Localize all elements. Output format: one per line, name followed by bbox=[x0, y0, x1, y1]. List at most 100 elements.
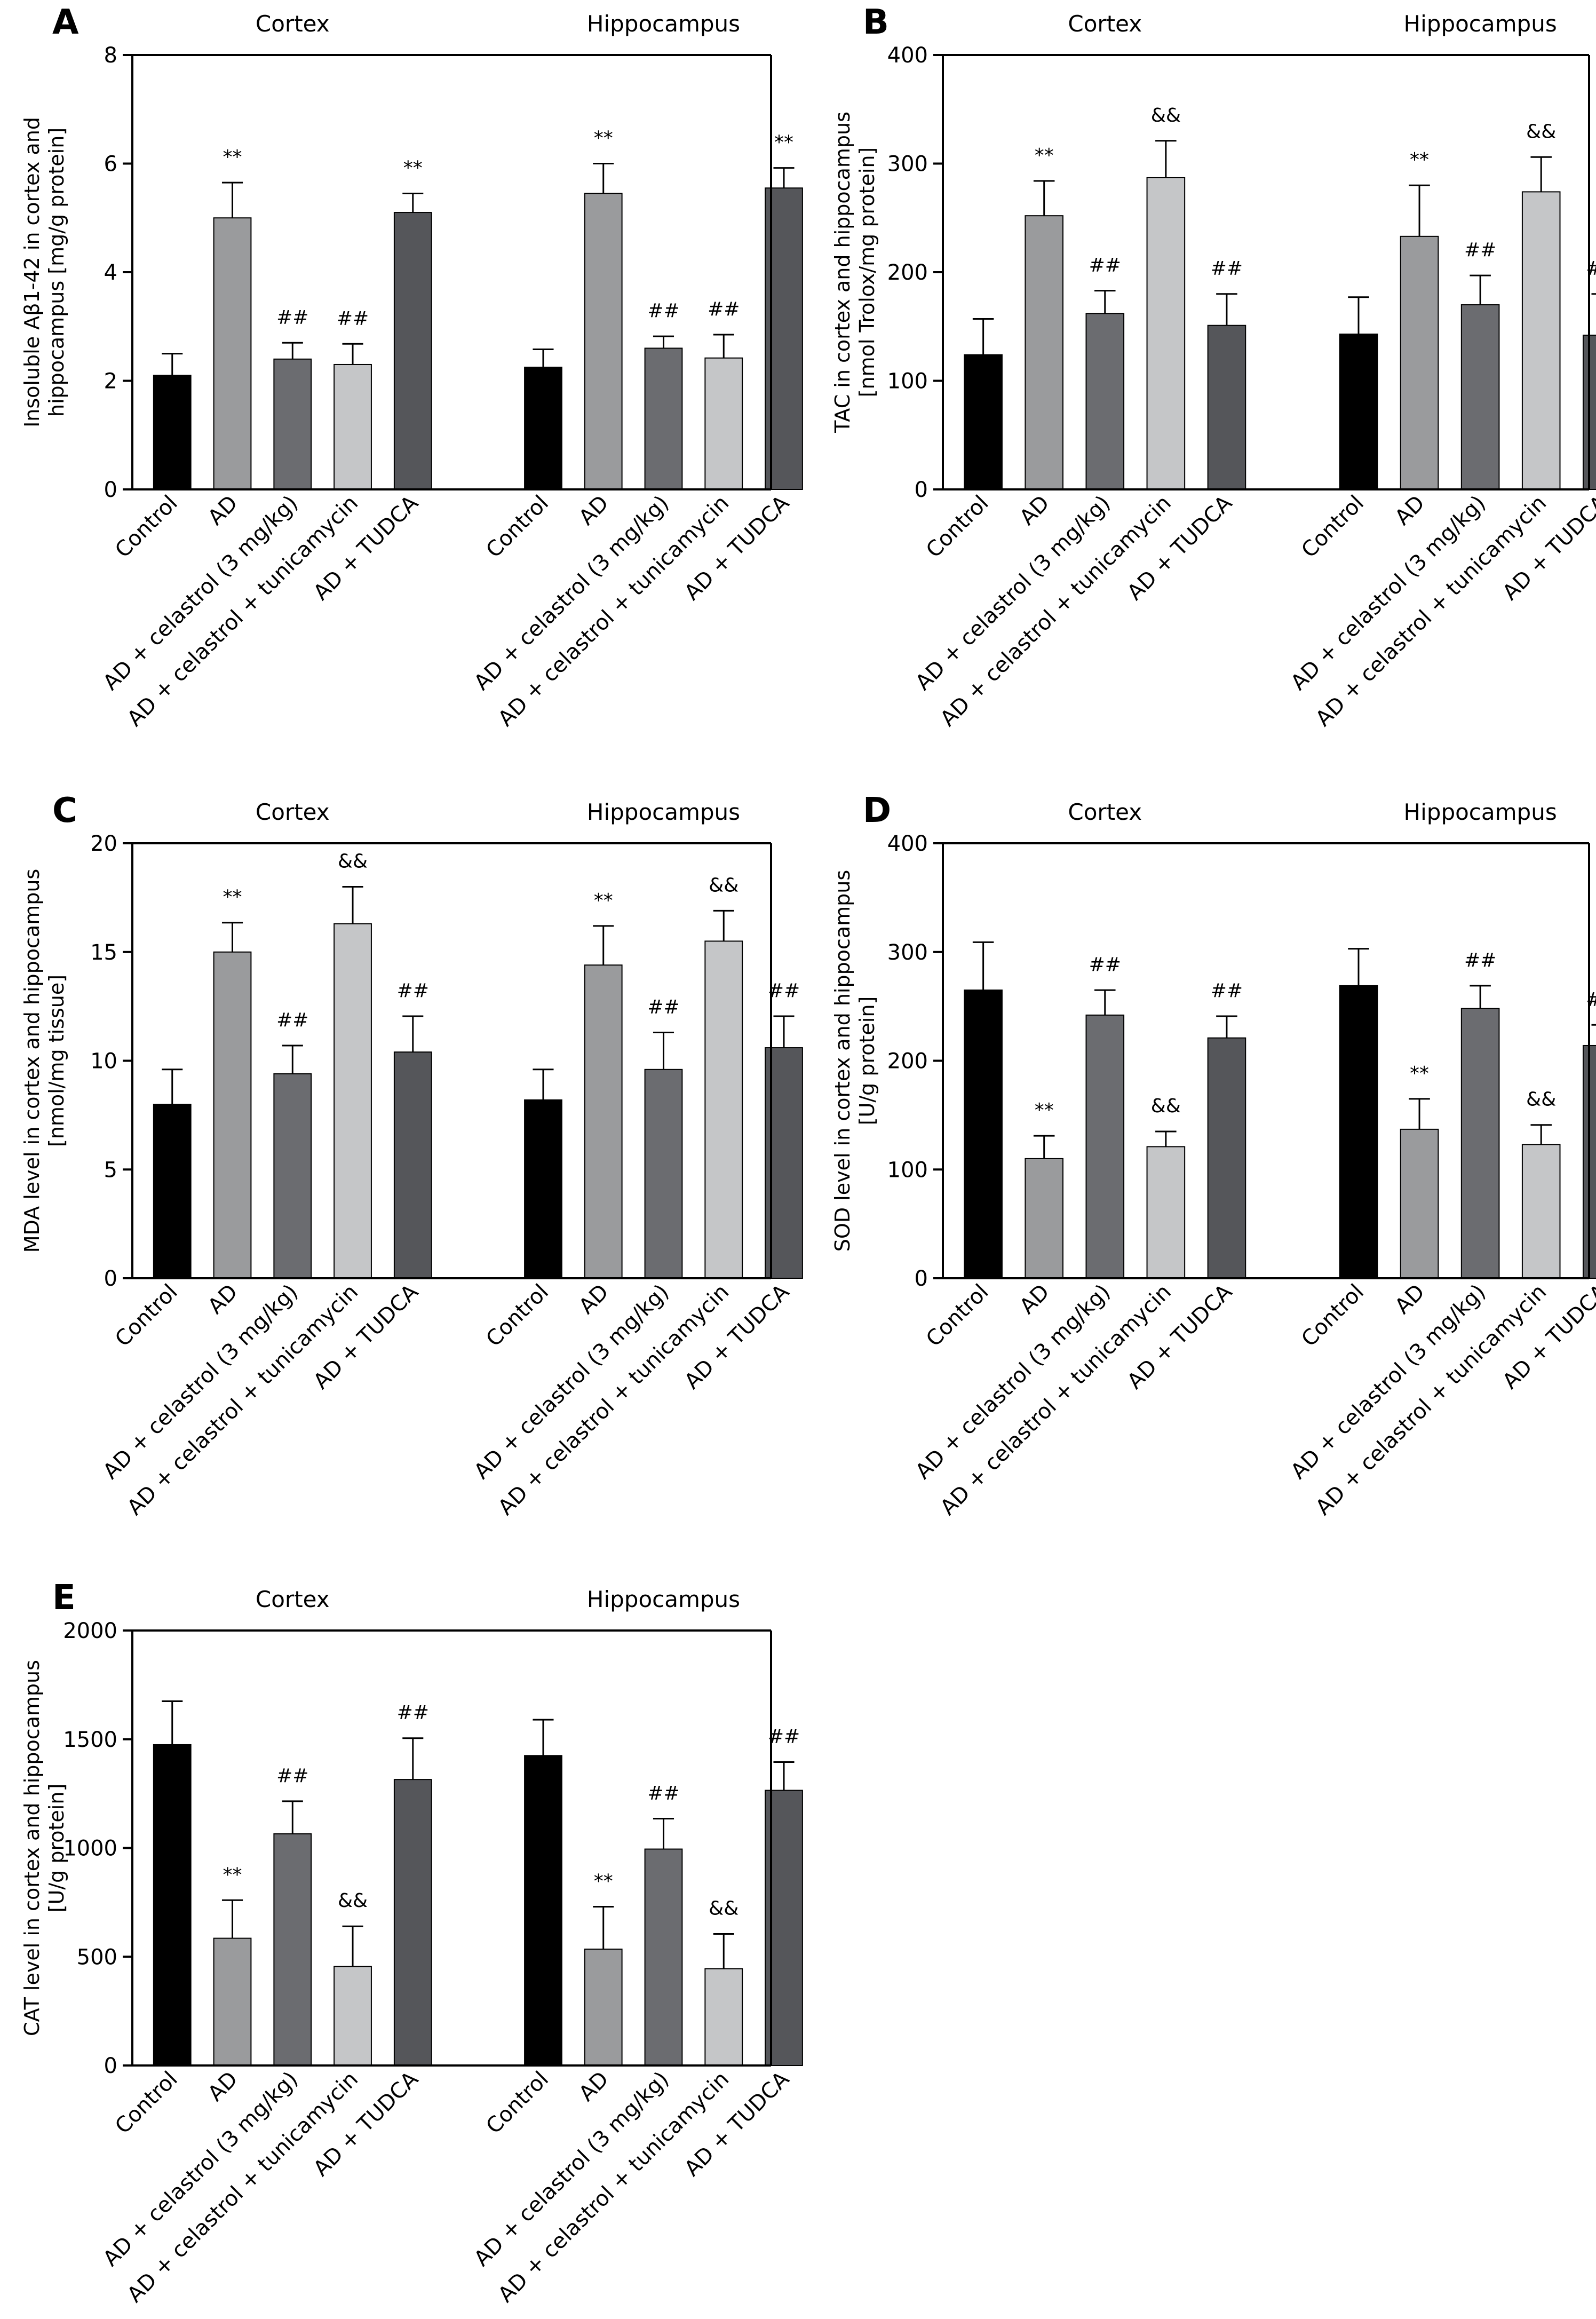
bar-hippocampus-3 bbox=[644, 347, 683, 490]
bar-hippocampus-2 bbox=[584, 1948, 623, 2067]
category-label: AD bbox=[574, 491, 614, 531]
group-label-cortex: Cortex bbox=[256, 799, 330, 825]
group-label-hippocampus: Hippocampus bbox=[587, 11, 740, 37]
y-tick-label: 0 bbox=[104, 2054, 117, 2078]
category-label: AD + TUDCA bbox=[1123, 490, 1237, 605]
bar-cortex-2 bbox=[213, 217, 252, 490]
bar-cortex-5 bbox=[393, 1051, 432, 1279]
bar-cortex-4 bbox=[334, 1966, 372, 2066]
y-tick-label: 200 bbox=[887, 260, 928, 285]
category-label: Control bbox=[922, 1280, 994, 1352]
significance-label: ## bbox=[397, 1702, 429, 1724]
bar-hippocampus-2 bbox=[1400, 235, 1439, 490]
bar-hippocampus-2 bbox=[584, 964, 623, 1279]
bar-hippocampus-3 bbox=[644, 1848, 683, 2067]
significance-label: ## bbox=[1464, 239, 1496, 261]
y-tick-label: 200 bbox=[887, 1049, 928, 1074]
y-tick-label: 1500 bbox=[63, 1728, 117, 1752]
y-tick-label: 400 bbox=[887, 43, 928, 68]
significance-label: ## bbox=[647, 1782, 679, 1804]
panel-letter: B bbox=[863, 3, 889, 42]
bar-cortex-3 bbox=[273, 1833, 312, 2066]
y-tick-label: 100 bbox=[887, 1158, 928, 1182]
category-label: AD + TUDCA bbox=[309, 1279, 424, 1394]
bar-cortex-3 bbox=[1085, 313, 1125, 490]
significance-label: ** bbox=[594, 890, 613, 912]
panel-letter: A bbox=[52, 3, 79, 42]
y-tick-label: 400 bbox=[887, 832, 928, 856]
y-axis-label-line: Insoluble Aβ1-42 in cortex and bbox=[20, 117, 44, 428]
category-label: AD + TUDCA bbox=[680, 1279, 795, 1394]
y-axis-label: CAT level in cortex and hippocampus[U/g … bbox=[20, 1660, 68, 2036]
bar-hippocampus-1 bbox=[1339, 985, 1378, 1279]
category-label: Control bbox=[110, 2067, 182, 2139]
bar-cortex-2 bbox=[1025, 215, 1064, 490]
significance-label: && bbox=[338, 1890, 368, 1912]
y-tick-label: 8 bbox=[104, 43, 117, 68]
significance-label: ## bbox=[1089, 255, 1121, 276]
category-label: AD bbox=[574, 2067, 614, 2107]
significance-label: ** bbox=[1035, 1099, 1054, 1121]
significance-label: && bbox=[1151, 1095, 1181, 1117]
bar-cortex-1 bbox=[153, 375, 192, 490]
bar-cortex-3 bbox=[273, 1073, 312, 1279]
significance-label: ## bbox=[768, 980, 800, 1002]
significance-label: ## bbox=[337, 307, 369, 329]
bar-cortex-2 bbox=[1025, 1158, 1064, 1279]
y-tick-label: 5 bbox=[104, 1158, 117, 1182]
bar-cortex-4 bbox=[334, 923, 372, 1279]
bar-cortex-5 bbox=[1207, 1037, 1246, 1279]
y-axis-label-line: MDA level in cortex and hippocampus bbox=[20, 869, 44, 1253]
panel-letter: D bbox=[863, 791, 891, 830]
significance-label: ## bbox=[397, 980, 429, 1002]
y-tick-label: 0 bbox=[104, 1267, 117, 1291]
category-label: AD + TUDCA bbox=[680, 490, 795, 605]
significance-label: ## bbox=[1089, 954, 1121, 976]
y-tick-label: 500 bbox=[77, 1945, 117, 1969]
bar-cortex-1 bbox=[964, 990, 1003, 1279]
y-axis-label: SOD level in cortex and hippocampus[U/g … bbox=[831, 870, 879, 1252]
significance-label: ## bbox=[1464, 949, 1496, 971]
bar-hippocampus-1 bbox=[1339, 333, 1378, 490]
y-tick-label: 15 bbox=[90, 940, 117, 965]
significance-label: && bbox=[709, 874, 739, 896]
significance-label: ## bbox=[1586, 988, 1596, 1010]
category-label: Control bbox=[922, 491, 994, 563]
significance-label: ## bbox=[1211, 258, 1243, 280]
y-tick-label: 300 bbox=[887, 152, 928, 177]
bar-hippocampus-1 bbox=[524, 1099, 562, 1279]
category-label: AD + TUDCA bbox=[309, 490, 424, 605]
group-label-hippocampus: Hippocampus bbox=[587, 799, 740, 825]
category-label: AD bbox=[203, 1280, 243, 1319]
group-label-hippocampus: Hippocampus bbox=[1404, 799, 1557, 825]
y-tick-label: 0 bbox=[915, 478, 928, 502]
y-tick-label: 2000 bbox=[63, 1619, 117, 1643]
group-label-cortex: Cortex bbox=[256, 11, 330, 37]
category-label: Control bbox=[110, 1280, 182, 1352]
panel-letter: E bbox=[52, 1578, 76, 1618]
significance-label: ** bbox=[223, 1864, 242, 1886]
y-tick-label: 2 bbox=[104, 369, 117, 394]
bar-hippocampus-3 bbox=[1460, 1008, 1500, 1279]
category-label: AD bbox=[1015, 1280, 1054, 1319]
category-label: Control bbox=[1297, 491, 1369, 563]
bar-cortex-2 bbox=[213, 951, 252, 1279]
bar-hippocampus-1 bbox=[524, 1755, 562, 2066]
significance-label: ## bbox=[647, 300, 679, 322]
bar-hippocampus-4 bbox=[1521, 1144, 1561, 1279]
bar-hippocampus-4 bbox=[704, 1968, 743, 2067]
bar-cortex-3 bbox=[1085, 1014, 1125, 1279]
y-tick-label: 0 bbox=[104, 478, 117, 502]
group-label-cortex: Cortex bbox=[1068, 799, 1142, 825]
bar-hippocampus-4 bbox=[1521, 191, 1561, 490]
y-tick-label: 100 bbox=[887, 369, 928, 394]
bar-cortex-5 bbox=[393, 212, 432, 490]
significance-label: ** bbox=[403, 157, 423, 179]
bar-cortex-1 bbox=[153, 1744, 192, 2066]
significance-label: ** bbox=[1410, 149, 1429, 171]
bar-hippocampus-4 bbox=[704, 940, 743, 1279]
bar-hippocampus-3 bbox=[1460, 304, 1500, 490]
